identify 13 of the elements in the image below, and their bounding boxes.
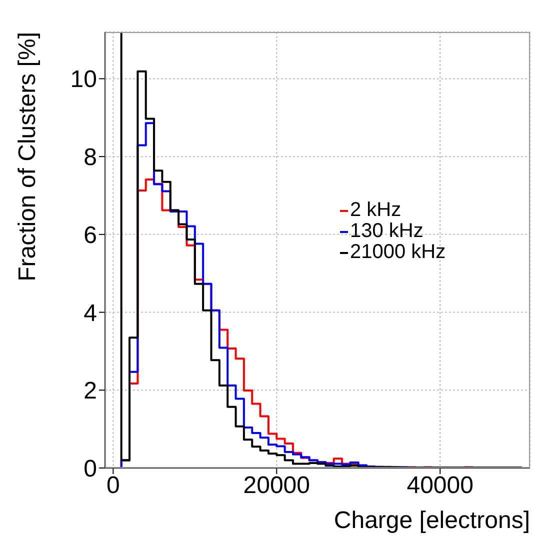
y-tick-label: 2 [84, 378, 97, 405]
legend-label: 2 kHz [350, 199, 402, 221]
y-tick-label: 6 [84, 222, 97, 249]
x-axis-title: Charge [electrons] [334, 507, 530, 534]
y-tick-label: 4 [84, 300, 97, 327]
x-tick-label: 20000 [243, 472, 310, 500]
y-tick-label: 8 [84, 144, 97, 172]
x-tick-label: 40000 [406, 472, 474, 500]
legend-label: 130 kHz [350, 220, 424, 242]
legend-label: 21000 kHz [350, 241, 446, 263]
y-axis-title: Fraction of Clusters [%] [14, 32, 41, 282]
y-tick-label: 10 [70, 66, 97, 94]
x-tick-label: 0 [106, 472, 120, 500]
